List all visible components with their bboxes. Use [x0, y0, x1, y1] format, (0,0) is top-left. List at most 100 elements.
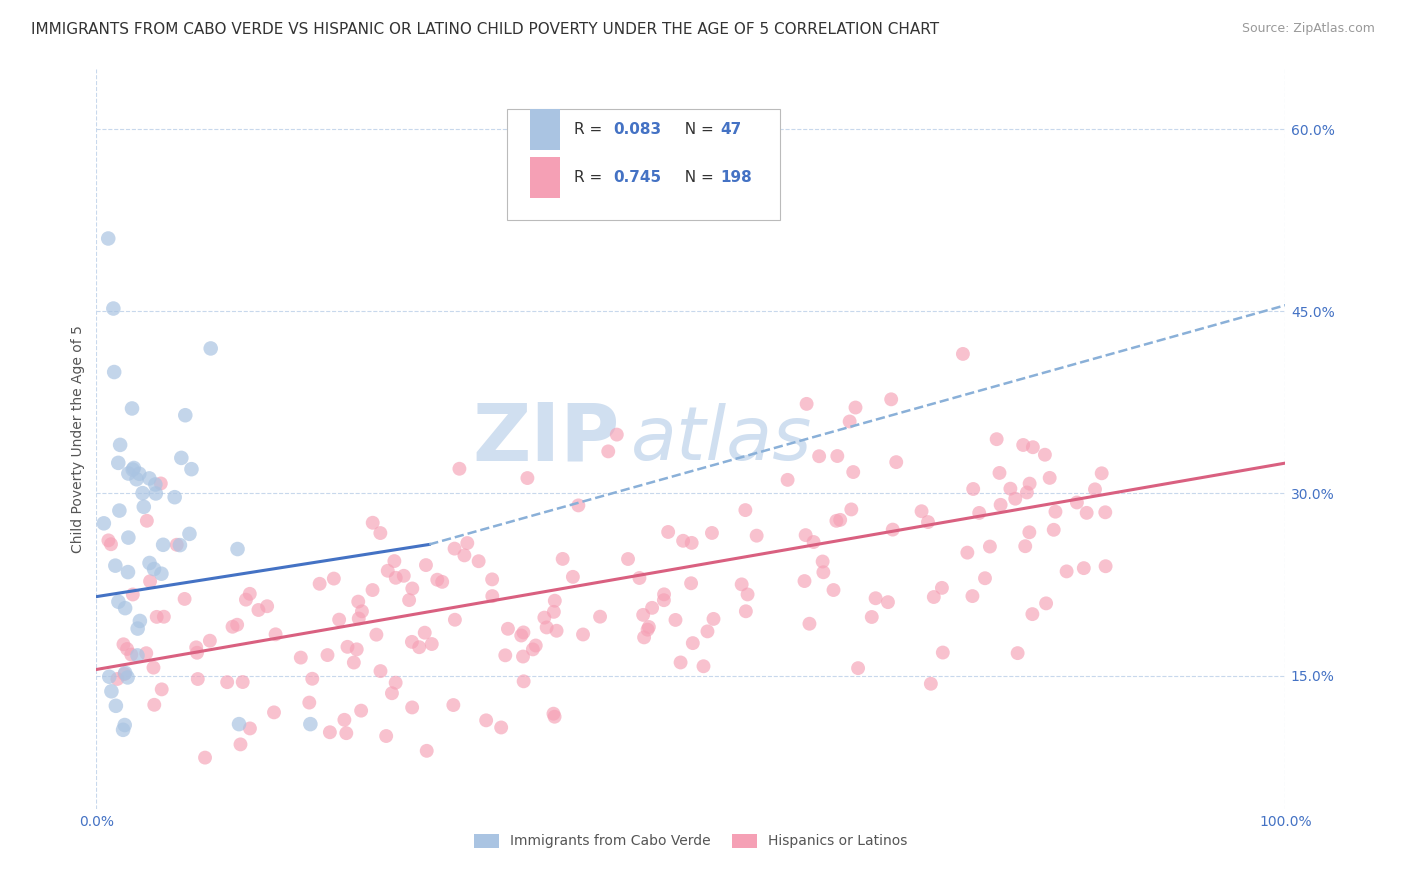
Point: [692, 659, 714, 673]
Point: [121, 401, 143, 416]
Point: [150, 682, 173, 697]
Point: [489, 721, 512, 735]
Point: [426, 573, 449, 587]
Text: IMMIGRANTS FROM CABO VERDE VS HISPANIC OR LATINO CHILD POVERTY UNDER THE AGE OF : IMMIGRANTS FROM CABO VERDE VS HISPANIC O…: [31, 22, 939, 37]
Point: [226, 542, 249, 557]
Point: [1021, 607, 1043, 621]
Point: [239, 587, 262, 601]
Point: [333, 713, 356, 727]
Point: [962, 589, 984, 603]
Point: [441, 698, 464, 712]
Point: [107, 456, 129, 470]
Point: [264, 627, 287, 641]
Point: [103, 365, 125, 379]
Point: [533, 610, 555, 624]
Point: [589, 609, 612, 624]
Point: [811, 554, 834, 568]
Point: [139, 574, 162, 589]
Point: [839, 502, 862, 516]
Legend: Immigrants from Cabo Verde, Hispanics or Latinos: Immigrants from Cabo Verde, Hispanics or…: [468, 828, 912, 854]
Point: [128, 467, 150, 481]
Point: [730, 577, 752, 591]
Point: [228, 717, 250, 731]
Point: [256, 599, 278, 614]
Point: [98, 670, 121, 684]
Point: [922, 590, 945, 604]
Point: [1022, 440, 1045, 454]
Point: [696, 624, 718, 639]
Point: [121, 587, 143, 601]
Point: [860, 610, 883, 624]
Point: [308, 576, 330, 591]
Point: [1094, 559, 1116, 574]
Point: [401, 635, 423, 649]
Point: [198, 633, 221, 648]
Text: N =: N =: [675, 170, 718, 185]
Point: [114, 601, 136, 615]
Point: [247, 603, 270, 617]
Point: [377, 564, 399, 578]
Point: [370, 664, 392, 678]
Point: [336, 640, 359, 654]
Point: [974, 571, 997, 585]
Point: [481, 573, 503, 587]
Point: [496, 622, 519, 636]
Point: [808, 449, 831, 463]
Point: [962, 482, 984, 496]
Point: [316, 648, 339, 662]
Point: [652, 587, 675, 601]
Point: [97, 231, 120, 245]
Point: [179, 526, 201, 541]
Point: [328, 613, 350, 627]
Point: [628, 571, 651, 585]
Point: [1076, 506, 1098, 520]
Point: [737, 587, 759, 601]
Point: [229, 738, 252, 752]
Text: R =: R =: [574, 122, 607, 137]
Point: [664, 613, 686, 627]
Point: [366, 628, 388, 642]
Point: [301, 672, 323, 686]
Point: [920, 677, 942, 691]
Point: [682, 636, 704, 650]
Point: [1035, 596, 1057, 610]
Point: [1056, 565, 1078, 579]
Point: [681, 536, 703, 550]
FancyBboxPatch shape: [530, 157, 560, 198]
Point: [384, 675, 406, 690]
Point: [794, 528, 817, 542]
Point: [512, 649, 534, 664]
Point: [226, 617, 249, 632]
Point: [142, 660, 165, 674]
Point: [432, 574, 454, 589]
Point: [793, 574, 815, 588]
Point: [967, 506, 990, 520]
Point: [700, 525, 723, 540]
Point: [449, 462, 471, 476]
Point: [127, 622, 149, 636]
Text: N =: N =: [675, 122, 718, 137]
Point: [631, 607, 654, 622]
Point: [494, 648, 516, 663]
Point: [572, 627, 595, 641]
Point: [108, 503, 131, 517]
Point: [132, 500, 155, 514]
Point: [135, 646, 157, 660]
Point: [152, 538, 174, 552]
Point: [170, 450, 193, 465]
Point: [543, 706, 565, 721]
Point: [776, 473, 799, 487]
Point: [93, 516, 115, 531]
Point: [187, 672, 209, 686]
Point: [830, 513, 852, 527]
Point: [842, 465, 865, 479]
Point: [606, 427, 628, 442]
Point: [877, 595, 900, 609]
Point: [543, 605, 565, 619]
Point: [838, 415, 860, 429]
Point: [112, 723, 135, 737]
Point: [1014, 539, 1036, 553]
Point: [392, 569, 415, 583]
Point: [117, 531, 139, 545]
Point: [346, 642, 368, 657]
